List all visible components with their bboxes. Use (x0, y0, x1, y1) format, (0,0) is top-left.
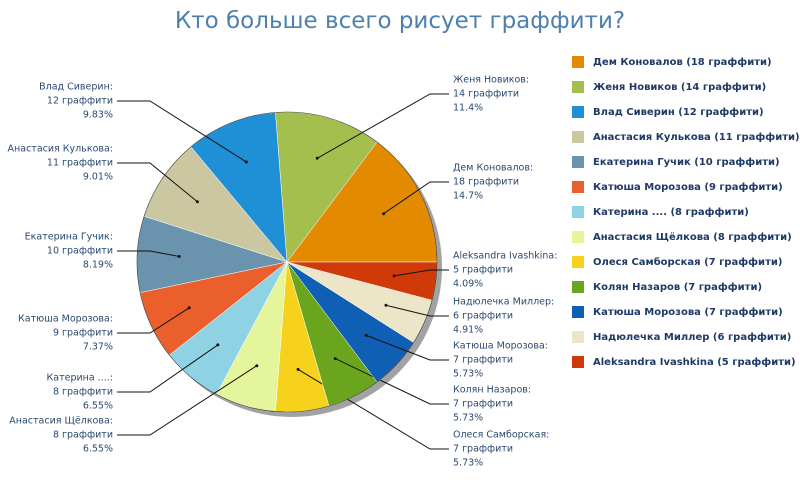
leader-dot (187, 306, 191, 310)
leader-dot (195, 200, 199, 204)
slice-label-value: 10 граффити (47, 246, 113, 257)
slice-label-percent: 4.09% (453, 279, 483, 290)
slice-label-percent: 5.73% (453, 369, 483, 380)
legend-swatch (572, 131, 584, 143)
slice-label-value: 5 граффити (453, 265, 513, 276)
leader-dot (244, 160, 248, 164)
slice-label-value: 8 граффити (53, 387, 113, 398)
leader-dot (177, 254, 181, 258)
leader-dot (333, 357, 337, 361)
leader-line (117, 162, 198, 203)
leader-line (117, 365, 258, 436)
legend-swatch (572, 281, 584, 293)
slice-label-value: 9 граффити (53, 328, 113, 339)
slice-label-name: Дем Коновалов: (453, 163, 533, 174)
slice-label-name: Влад Сиверин: (39, 82, 113, 93)
leader-line (117, 307, 190, 334)
slice-label-value: 11 граффити (47, 158, 113, 169)
legend-swatch (572, 181, 584, 193)
slice-label-percent: 9.01% (83, 172, 113, 183)
legend-label: Катюша Морозова (7 граффити) (593, 306, 783, 318)
legend-label: Катюша Морозова (9 граффити) (593, 181, 783, 193)
leader-dot (364, 333, 368, 337)
leader-dot (315, 156, 319, 160)
legend-label: Анастасия Кулькова (11 граффити) (593, 131, 800, 143)
slice-label-name: Анастасия Кулькова: (8, 144, 113, 155)
slice-label-percent: 9.83% (83, 110, 113, 121)
leader-line (385, 304, 449, 317)
slice-label-percent: 7.37% (83, 342, 113, 353)
legend-swatch (572, 81, 584, 93)
slice-label-name: Катерина ....: (47, 373, 113, 384)
legend-swatch (572, 356, 584, 368)
legend-swatch (572, 206, 584, 218)
chart-title: Кто больше всего рисует граффити? (175, 8, 625, 34)
leader-dot (255, 364, 259, 368)
leader-line (316, 93, 449, 159)
slice-label-percent: 6.55% (83, 444, 113, 455)
legend-label: Надюлечка Миллер (6 граффити) (593, 331, 791, 343)
slice-label-name: Анастасия Щёлкова: (9, 416, 113, 427)
leader-line (383, 181, 449, 215)
legend-swatch (572, 256, 584, 268)
slice-label-value: 18 граффити (453, 177, 519, 188)
leader-line (117, 250, 180, 257)
slice-label-value: 7 граффити (453, 355, 513, 366)
slice-label-value: 7 граффити (453, 444, 513, 455)
slice-label-name: Катюша Морозова: (453, 341, 548, 352)
legend-label: Колян Назаров (7 граффити) (593, 281, 762, 293)
slice-label-percent: 4.91% (453, 325, 483, 336)
leader-dot (382, 212, 386, 216)
slice-label-name: Надюлечка Миллер: (453, 297, 554, 308)
pie-outline (136, 111, 438, 413)
slice-label-value: 14 граффити (453, 89, 519, 100)
slice-label-percent: 6.55% (83, 401, 113, 412)
slice-label-name: Колян Назаров: (453, 385, 531, 396)
slice-label-name: Екатерина Гучик: (25, 232, 113, 243)
slice-label-name: Aleksandra Ivashkina: (453, 251, 557, 262)
legend-label: Aleksandra Ivashkina (5 граффити) (593, 356, 796, 368)
legend-swatch (572, 331, 584, 343)
slice-label-name: Олеся Самборская: (453, 430, 549, 441)
legend-label: Катерина .... (8 граффити) (593, 206, 749, 218)
legend-swatch (572, 156, 584, 168)
legend-label: Дем Коновалов (18 граффити) (593, 56, 772, 68)
leader-line (394, 269, 449, 277)
leader-dot (392, 274, 396, 278)
legend-label: Анастасия Щёлкова (8 граффити) (593, 231, 792, 243)
leader-line (117, 100, 247, 163)
slice-label-percent: 14.7% (453, 191, 483, 202)
slice-label-value: 12 граффити (47, 96, 113, 107)
leader-line (335, 358, 449, 405)
slice-label-percent: 11.4% (453, 103, 483, 114)
legend-swatch (572, 231, 584, 243)
leader-dot (384, 303, 388, 307)
legend-label: Олеся Самборская (7 граффити) (593, 256, 782, 268)
slice-label-percent: 5.73% (453, 413, 483, 424)
slice-label-percent: 5.73% (453, 458, 483, 469)
leader-line (117, 344, 219, 393)
leader-line (366, 334, 449, 361)
leader-dot (216, 343, 220, 347)
leader-dot (296, 367, 300, 371)
slice-label-name: Катюша Морозова: (18, 314, 113, 325)
slice-label-value: 6 граффити (453, 311, 513, 322)
slice-label-value: 8 граффити (53, 430, 113, 441)
legend-swatch (572, 306, 584, 318)
legend-label: Влад Сиверин (12 граффити) (593, 106, 764, 118)
legend-label: Женя Новиков (14 граффити) (593, 81, 766, 93)
slice-label-value: 7 граффити (453, 399, 513, 410)
slice-label-name: Женя Новиков: (453, 75, 529, 86)
legend-swatch (572, 56, 584, 68)
legend-swatch (572, 106, 584, 118)
slice-label-percent: 8.19% (83, 260, 113, 271)
legend-label: Екатерина Гучик (10 граффити) (593, 156, 780, 168)
